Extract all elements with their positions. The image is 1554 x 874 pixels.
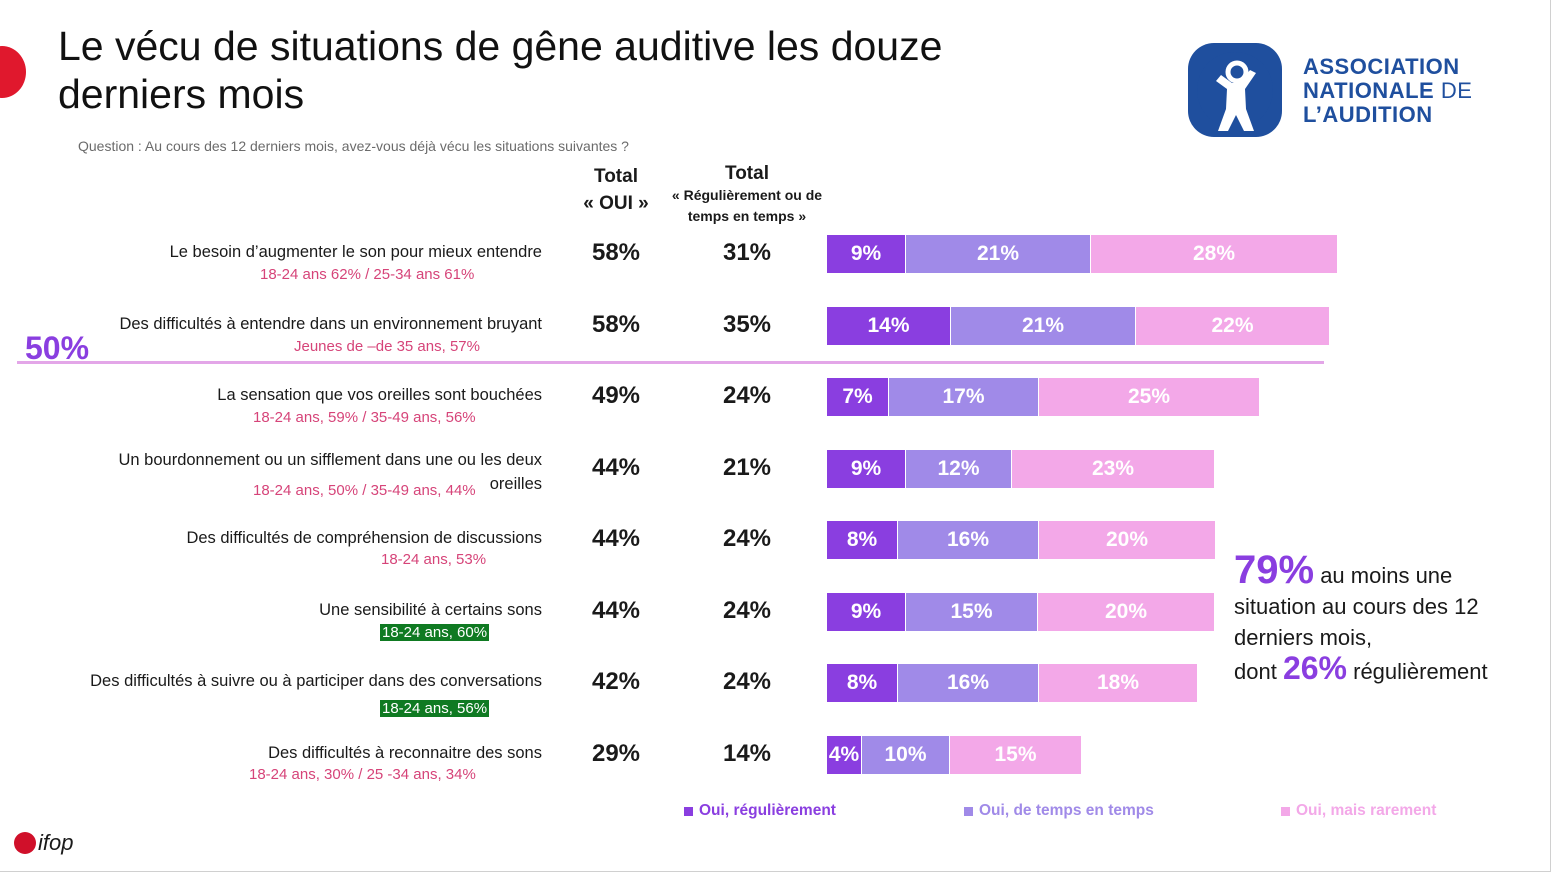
total-oui-value: 44% — [591, 525, 641, 552]
row-label: Des difficultés à suivre ou à participer… — [90, 672, 542, 690]
bar-segment: 18% — [1039, 664, 1198, 702]
header-total-regular-line1: Total — [725, 163, 769, 184]
bar-segment: 20% — [1039, 521, 1216, 559]
total-regular-value: 21% — [722, 454, 772, 481]
bar-segment: 4% — [827, 736, 862, 774]
ana-logo-text: ASSOCIATION NATIONALE DE L’AUDITION — [1303, 55, 1472, 127]
row-label: La sensation que vos oreilles sont bouch… — [217, 386, 542, 404]
header-total-regular: Total « Régulièrement ou de temps en tem… — [656, 163, 838, 227]
row-subtitle: 18-24 ans, 60% — [380, 624, 490, 641]
ana-logo-icon — [1188, 43, 1282, 137]
bar-segment: 9% — [827, 235, 906, 273]
bar-segment: 21% — [906, 235, 1091, 273]
total-oui-value: 29% — [591, 740, 641, 767]
row-subtitle: 18-24 ans, 50% / 35-49 ans, 44% — [253, 482, 476, 499]
total-regular-value: 35% — [722, 311, 772, 338]
row-label: Une sensibilité à certains sons — [319, 601, 542, 619]
header-total-regular-line2: « Régulièrement ou de temps en temps » — [671, 187, 823, 224]
legend-swatch — [964, 806, 973, 816]
row-label: Un bourdonnement ou un sifflement dans u… — [118, 451, 543, 493]
total-oui-value: 44% — [591, 454, 641, 481]
total-oui-value: 44% — [591, 597, 641, 624]
threshold-line — [17, 361, 1324, 364]
bar-segment: 22% — [1136, 307, 1330, 345]
summary-text-2b: régulièrement — [1353, 659, 1488, 684]
bar-segment: 8% — [827, 664, 898, 702]
logo-line-1: ASSOCIATION — [1303, 54, 1460, 79]
total-regular-value: 24% — [722, 597, 772, 624]
legend-label: Oui, de temps en temps — [979, 802, 1154, 819]
legend-swatch — [1281, 806, 1290, 816]
legend-swatch — [684, 806, 693, 816]
legend-item: Oui, régulièrement — [684, 802, 836, 820]
bar-segment: 10% — [862, 736, 950, 774]
summary-mid-value: 26% — [1282, 650, 1347, 686]
legend-label: Oui, régulièrement — [699, 802, 836, 819]
bar-segment: 16% — [898, 664, 1039, 702]
row-subtitle: Jeunes de –de 35 ans, 57% — [294, 338, 480, 355]
row-subtitle: 18-24 ans, 53% — [381, 551, 487, 568]
bar-segment: 28% — [1091, 235, 1338, 273]
total-oui-value: 42% — [591, 668, 641, 695]
row-label: Des difficultés à entendre dans un envir… — [119, 315, 542, 333]
row-subtitle: 18-24 ans 62% / 25-34 ans 61% — [260, 266, 475, 283]
bar-segment: 8% — [827, 521, 898, 559]
bar-segment: 16% — [898, 521, 1039, 559]
row-subtitle: 18-24 ans, 56% — [380, 700, 490, 717]
header-total-oui-line2: « OUI » — [583, 193, 649, 214]
logo-line-3: L’AUDITION — [1303, 102, 1433, 127]
header-total-oui-line1: Total — [594, 166, 638, 187]
bar-segment: 7% — [827, 378, 889, 416]
row-subtitle: 18-24 ans, 59% / 35-49 ans, 56% — [253, 409, 476, 426]
bar-segment: 21% — [951, 307, 1136, 345]
threshold-label: 50% — [25, 330, 90, 366]
row-label: Le besoin d’augmenter le son pour mieux … — [169, 243, 542, 261]
row-label: Des difficultés à reconnaitre des sons — [268, 744, 542, 762]
logo-line-2b: DE — [1440, 78, 1473, 103]
row-label: Des difficultés de compréhension de disc… — [186, 529, 542, 547]
legend-label: Oui, mais rarement — [1296, 802, 1437, 819]
row-subtitle: 18-24 ans, 30% / 25 -34 ans, 34% — [249, 766, 476, 783]
svg-text:ifop: ifop — [38, 830, 73, 855]
summary-callout: 79% au moins une situation au cours des … — [1234, 550, 1534, 687]
total-regular-value: 14% — [722, 740, 772, 767]
bar-segment: 17% — [889, 378, 1039, 416]
total-regular-value: 24% — [722, 382, 772, 409]
logo-line-2a: NATIONALE — [1303, 78, 1435, 103]
total-oui-value: 58% — [591, 311, 641, 338]
header-total-oui: Total « OUI » — [566, 163, 666, 217]
page-title: Le vécu de situations de gêne auditive l… — [58, 23, 943, 117]
bar-segment: 15% — [906, 593, 1038, 631]
total-regular-value: 24% — [722, 525, 772, 552]
bar-segment: 23% — [1012, 450, 1215, 488]
bar-segment: 25% — [1039, 378, 1260, 416]
legend-item: Oui, mais rarement — [1281, 802, 1436, 820]
total-oui-value: 49% — [591, 382, 641, 409]
bar-segment: 9% — [827, 450, 906, 488]
bar-segment: 9% — [827, 593, 906, 631]
survey-question: Question : Au cours des 12 derniers mois… — [78, 138, 629, 154]
bar-segment: 14% — [827, 307, 951, 345]
total-oui-value: 58% — [591, 239, 641, 266]
bar-segment: 12% — [906, 450, 1012, 488]
bar-segment: 20% — [1038, 593, 1215, 631]
summary-text-1: au moins une situation au cours des 12 d… — [1234, 563, 1479, 650]
summary-big-value: 79% — [1234, 548, 1315, 592]
ifop-logo-icon: ifop — [14, 830, 73, 855]
total-regular-value: 31% — [722, 239, 772, 266]
bar-segment: 15% — [950, 736, 1082, 774]
legend-item: Oui, de temps en temps — [964, 802, 1154, 820]
summary-text-2a: dont — [1234, 659, 1277, 684]
logo-line-2: NATIONALE DE — [1303, 79, 1472, 103]
total-regular-value: 24% — [722, 668, 772, 695]
